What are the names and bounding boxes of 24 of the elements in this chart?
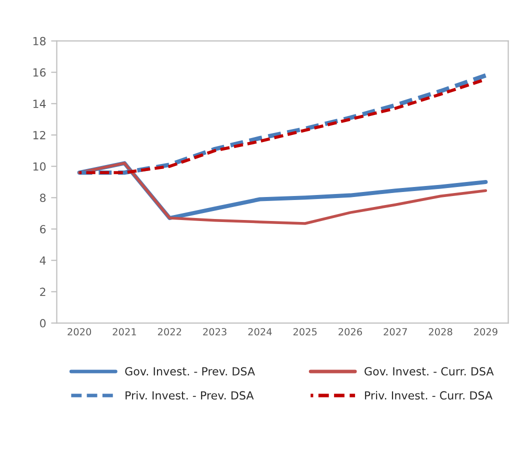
legend-label: Gov. Invest. - Curr. DSA [364, 367, 494, 376]
x-tick-label: 2025 [293, 328, 317, 336]
x-tick-label: 2027 [384, 328, 407, 336]
x-tick-label: 2028 [428, 328, 452, 336]
y-tick-label: 16 [33, 68, 46, 77]
y-tick-label: 6 [40, 224, 46, 234]
x-tick-label: 2024 [248, 328, 272, 336]
y-tick-label: 0 [40, 319, 46, 328]
y-tick-label: 8 [40, 194, 46, 202]
y-tick-label: 10 [33, 162, 46, 171]
x-tick-label: 2020 [68, 328, 92, 336]
y-tick-label: 14 [33, 100, 46, 108]
y-tick-label: 2 [40, 288, 46, 296]
legend-label: Priv. Invest. - Prev. DSA [126, 390, 254, 400]
x-tick-label: 2022 [158, 328, 182, 336]
x-tick-label: 2021 [112, 328, 136, 336]
legend-label: Priv. Invest. - Curr. DSA [365, 390, 492, 400]
x-tick-label: 2026 [338, 328, 362, 336]
y-tick-label: 4 [40, 256, 46, 265]
y-tick-label: 18 [33, 36, 46, 46]
x-tick-label: 2023 [203, 328, 226, 336]
x-tick-label: 2029 [474, 328, 498, 336]
legend-label: Gov. Invest. - Prev. DSA [125, 367, 255, 376]
y-tick-label: 12 [33, 130, 46, 140]
